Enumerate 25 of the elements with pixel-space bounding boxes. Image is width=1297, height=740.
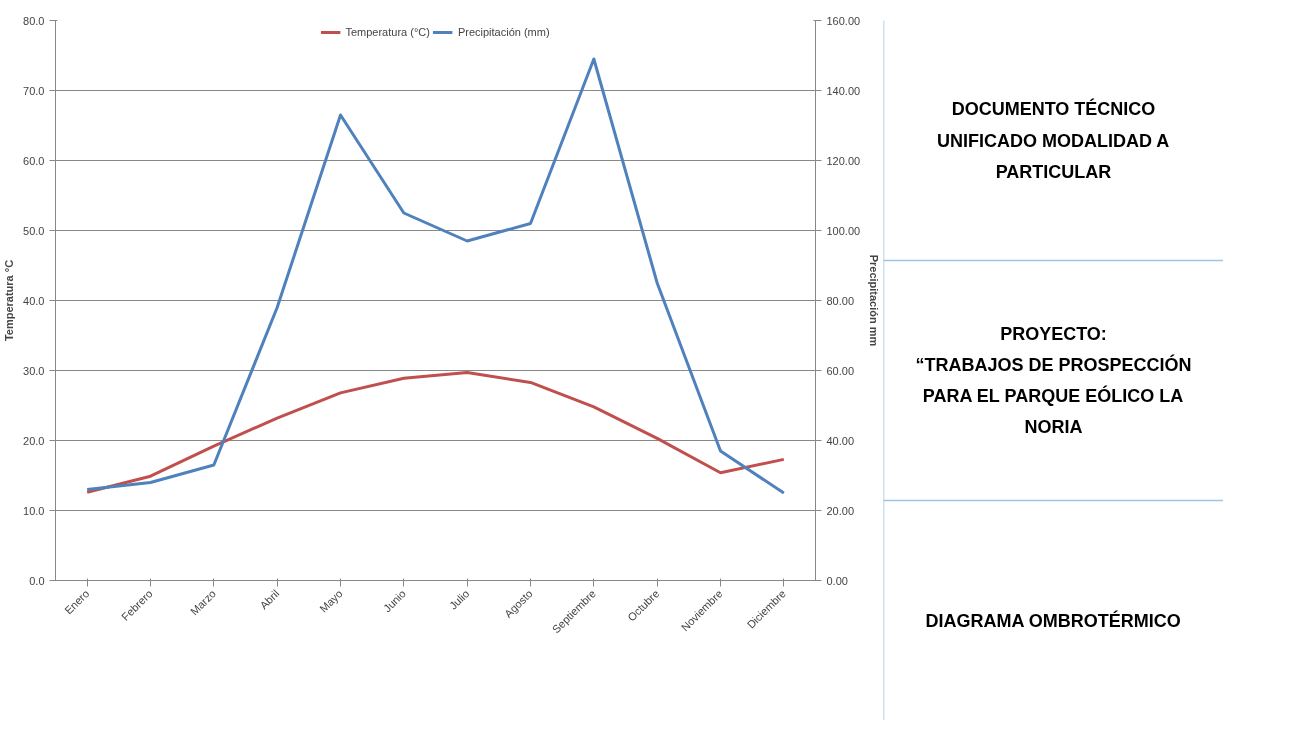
y2-tick-label: 0.00 bbox=[826, 574, 848, 587]
y2-tick-label: 40.00 bbox=[826, 434, 855, 447]
text: DOCUMENTO TÉCNICO UNIFICADO MODALIDAD A PARTICULAR bbox=[937, 98, 1170, 182]
text: DIAGRAMA OMBROTÉRMICO bbox=[925, 609, 1181, 631]
y-tick-label: 80.0 bbox=[23, 14, 45, 27]
y-axis-title: Temperatura °C bbox=[3, 259, 16, 342]
y-tick-label: 40.0 bbox=[23, 294, 45, 307]
y2-tick-label: 20.00 bbox=[826, 504, 855, 517]
y2-tick-label: 140.00 bbox=[826, 84, 861, 97]
y-tick-label: 70.0 bbox=[23, 84, 45, 97]
y2-tick-label: 100.00 bbox=[826, 224, 861, 237]
text: PROYECTO: “TRABAJOS DE PROSPECCIÓN PARA EL PARQUE EÓLICO LA NORIA bbox=[915, 323, 1192, 438]
y-tick-label: 20.0 bbox=[23, 434, 45, 447]
legend-label: Temperatura (°C) bbox=[345, 26, 430, 38]
y2-tick-label: 60.00 bbox=[826, 364, 855, 377]
y2-tick-label: 160.00 bbox=[826, 14, 861, 27]
y-tick-label: 30.0 bbox=[23, 364, 45, 377]
y2-tick-label: 120.00 bbox=[826, 154, 861, 167]
y-tick-label: 10.0 bbox=[23, 504, 45, 517]
legend-label: Precipitación (mm) bbox=[457, 26, 550, 38]
y-tick-label: 50.0 bbox=[23, 224, 45, 237]
y2-tick-label: 80.00 bbox=[826, 294, 855, 307]
y-tick-label: 60.0 bbox=[23, 154, 45, 167]
y2-axis-title: Precipitación mm bbox=[868, 254, 881, 347]
y-tick-label: 0.0 bbox=[29, 574, 45, 587]
